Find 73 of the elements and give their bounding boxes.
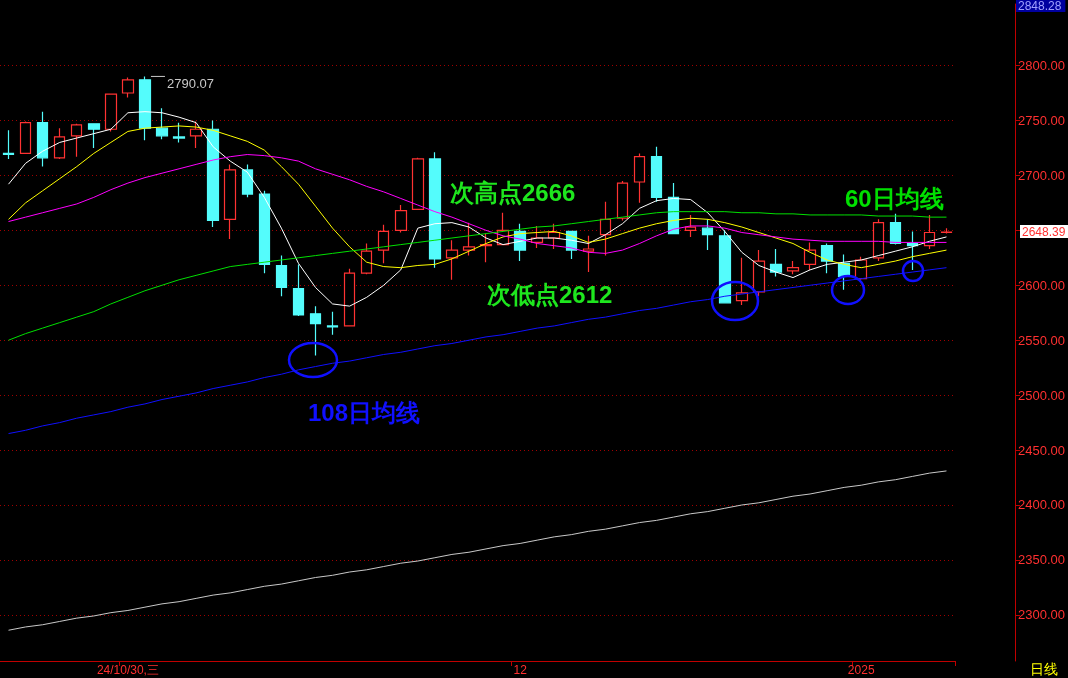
candlestick — [138, 75, 152, 141]
line-series — [8, 111, 947, 307]
candlestick — [104, 93, 118, 133]
candlestick — [701, 218, 714, 251]
candlestick — [36, 111, 49, 168]
y-tick-label: 2450.00 — [1018, 442, 1065, 458]
candlestick — [786, 260, 800, 275]
candlestick — [411, 157, 425, 211]
candlestick — [155, 107, 169, 140]
candlestick — [189, 120, 203, 149]
line-series — [8, 154, 947, 254]
candlestick — [735, 257, 749, 306]
candlestick — [121, 77, 135, 98]
text: 日线 — [1030, 661, 1058, 677]
candlestick — [87, 123, 101, 149]
candlestick — [462, 222, 476, 257]
y-tick-label: 2300.00 — [1018, 607, 1065, 623]
candlestick — [326, 311, 339, 336]
y-tick-label: 2700.00 — [1018, 167, 1065, 183]
candlestick — [172, 122, 186, 144]
y-tick-label: 2500.00 — [1018, 387, 1065, 403]
candlestick — [889, 213, 902, 246]
candlestick — [582, 235, 595, 273]
candlestick — [2, 129, 15, 160]
line-series — [8, 125, 947, 269]
candlestick — [633, 152, 646, 204]
candlestick — [360, 242, 373, 275]
y-tick-label: 2350.00 — [1018, 552, 1065, 568]
text: 2848.28 — [1018, 0, 1062, 13]
candlestick — [53, 127, 66, 160]
candlestick — [377, 224, 390, 264]
candlestick — [752, 249, 766, 297]
line-series — [8, 211, 947, 341]
candlestick — [258, 190, 271, 274]
candlestick — [445, 239, 459, 281]
candlestick — [241, 163, 254, 198]
x-tick-label: 2025 — [847, 663, 875, 677]
candlestick — [394, 204, 408, 234]
candlestick — [616, 180, 629, 222]
candlestick — [275, 254, 288, 297]
candlestick — [428, 151, 442, 269]
candlestick — [309, 305, 322, 357]
candlestick — [206, 119, 220, 228]
candlestick — [684, 214, 697, 238]
candlestick — [906, 230, 919, 271]
candlestick — [19, 120, 32, 155]
y-tick-label: 2550.00 — [1018, 332, 1065, 348]
candlestick — [769, 248, 783, 278]
x-tick-label: 12 — [513, 663, 528, 677]
candlestick — [872, 218, 885, 262]
candlestick — [343, 268, 356, 327]
candlestick — [70, 123, 83, 158]
candlestick — [292, 263, 305, 317]
series-label: 60日均线 — [845, 184, 944, 212]
y-tick-label: 2800.00 — [1018, 58, 1065, 74]
candlestick — [718, 229, 732, 304]
x-tick-label: 24/10/30,三 — [96, 663, 159, 677]
candlestick — [599, 201, 612, 257]
candlestick — [650, 146, 663, 203]
annotation: 2790.07 — [166, 76, 214, 92]
candlestick — [940, 227, 953, 235]
candlestick — [223, 163, 237, 240]
y-tick-label: 2750.00 — [1018, 112, 1065, 128]
legend-label: 108日均线 — [308, 398, 421, 426]
candlestick — [479, 233, 493, 263]
candlestick — [820, 242, 834, 274]
annotation: 次高点2666 — [450, 178, 576, 206]
y-tick-label: 2400.00 — [1018, 497, 1065, 513]
candlestick — [803, 241, 817, 271]
y-tick-label: 2600.00 — [1018, 277, 1065, 293]
annotation: 次低点2612 — [487, 280, 613, 308]
line-series — [8, 470, 947, 631]
text: 2648.39 — [1022, 225, 1066, 240]
